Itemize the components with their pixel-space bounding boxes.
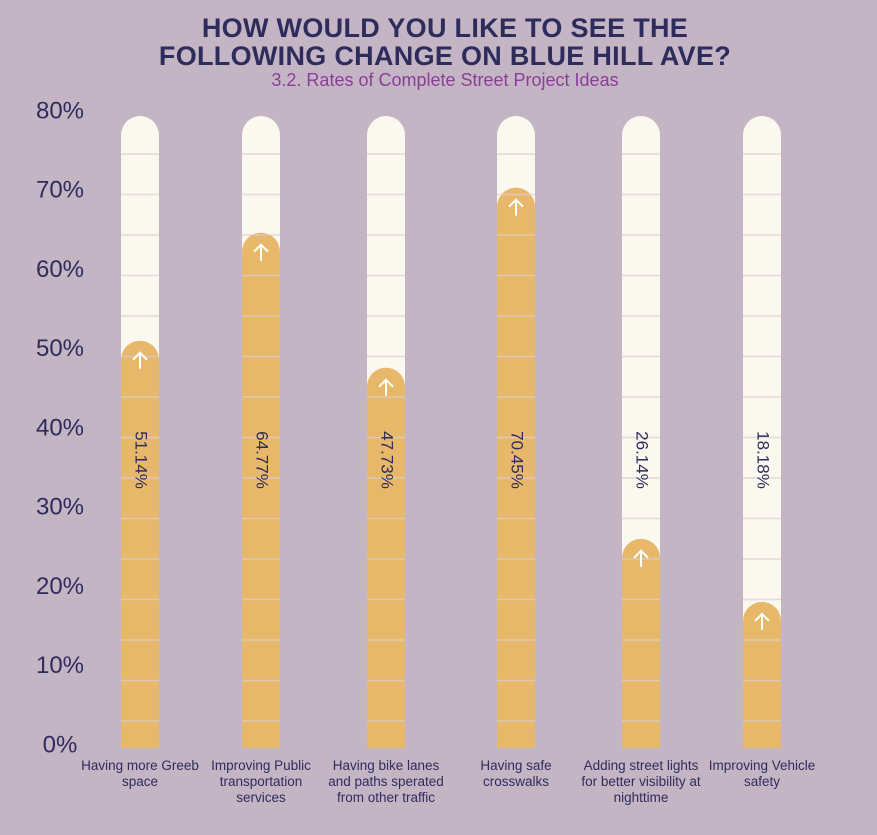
arrow-icon: [633, 549, 649, 567]
chart-subtitle: 3.2. Rates of Complete Street Project Id…: [271, 70, 619, 90]
bar: [367, 367, 405, 748]
x-tick-label: Having bike lanes and paths sperated fro…: [328, 758, 444, 805]
y-tick-label: 30%: [36, 494, 84, 521]
bar: [743, 601, 781, 748]
arrow-icon: [508, 198, 524, 216]
y-tick-label: 40%: [36, 414, 84, 441]
value-label: 51.14%: [132, 431, 151, 489]
x-tick-label: Improving Vehicle safety: [708, 758, 816, 789]
y-tick-label: 50%: [36, 335, 84, 362]
y-tick-label: 70%: [36, 177, 84, 204]
bar: [622, 538, 660, 748]
y-tick-label: 60%: [36, 256, 84, 283]
arrow-icon: [378, 378, 394, 396]
arrow-icon: [132, 351, 148, 369]
bar-track: [743, 116, 781, 748]
y-tick-label: 10%: [36, 652, 84, 679]
chart-title: HOW WOULD YOU LIKE TO SEE THE FOLLOWING …: [158, 13, 732, 71]
value-label: 47.73%: [378, 431, 397, 489]
value-label: 64.77%: [253, 431, 272, 489]
value-label: 18.18%: [754, 431, 773, 489]
x-tick-label: Adding street lights for better visibili…: [581, 758, 701, 805]
y-tick-label: 80%: [36, 97, 84, 124]
y-tick-label: 0%: [43, 731, 78, 758]
bar: [497, 187, 535, 749]
y-tick-label: 20%: [36, 573, 84, 600]
value-label: 26.14%: [633, 431, 652, 489]
value-label: 70.45%: [508, 431, 527, 489]
bar: [242, 232, 280, 748]
arrow-icon: [754, 612, 770, 630]
x-tick-label: Improving Public transportation services: [211, 758, 311, 805]
arrow-icon: [253, 243, 269, 261]
bar: [121, 340, 159, 748]
x-tick-label: Having more Greeb space: [81, 758, 199, 789]
x-tick-label: Having safe crosswalks: [480, 758, 552, 789]
